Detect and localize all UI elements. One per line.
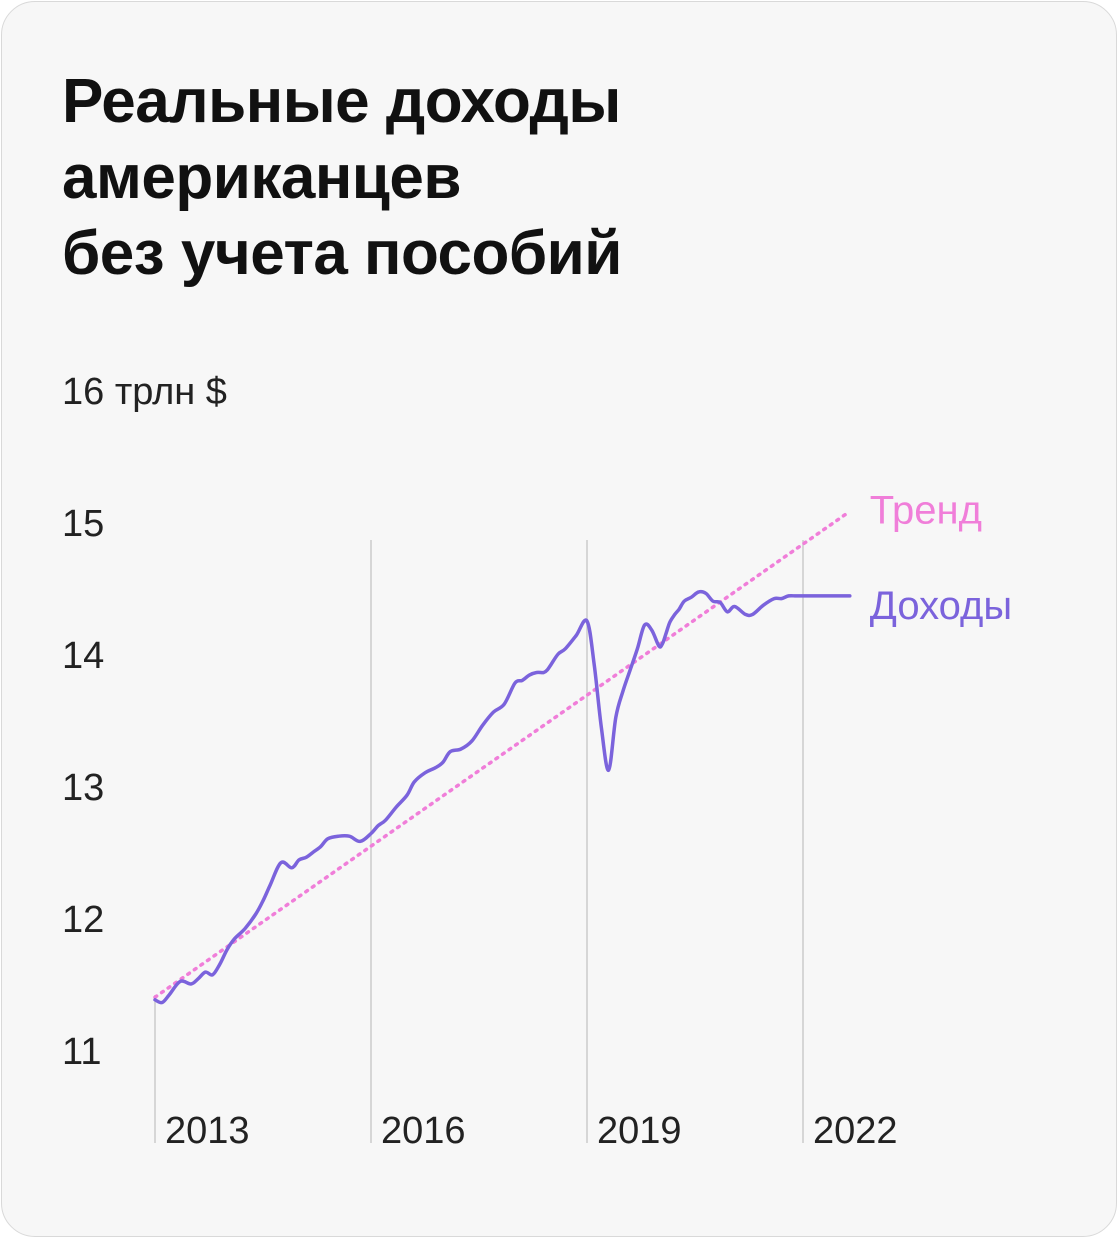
x-tick-label: 2013 [165,1110,250,1152]
series [153,509,852,1005]
y-tick-label: 11 [62,1031,101,1073]
y-tick-label: 14 [62,635,104,677]
series-labels: Тренд Доходы [870,488,1012,627]
series-line-trend [153,509,852,999]
y-tick-label: 12 [62,899,104,941]
series-label-trend: Тренд [870,488,982,532]
chart-title: Реальные доходы американцев без учета по… [62,64,622,292]
x-tick-label: 2019 [597,1110,682,1152]
y-tick-label: 16 трлн $ [62,371,227,413]
x-tick-label: 2016 [381,1110,466,1152]
title-line-2: американцев [62,143,461,212]
title-line-3: без учета пособий [62,219,622,288]
series-label-income: Доходы [870,584,1012,628]
series-line-income [153,589,852,1005]
x-axis: 2013 2016 2019 2022 [165,1110,898,1152]
title-line-1: Реальные доходы [62,67,621,136]
y-tick-label: 13 [62,767,104,809]
y-axis: 16 трлн $ 15 14 13 12 11 [62,371,227,1073]
x-tick-label: 2022 [813,1110,898,1152]
y-tick-label: 15 [62,503,104,545]
gridlines [154,540,804,1143]
